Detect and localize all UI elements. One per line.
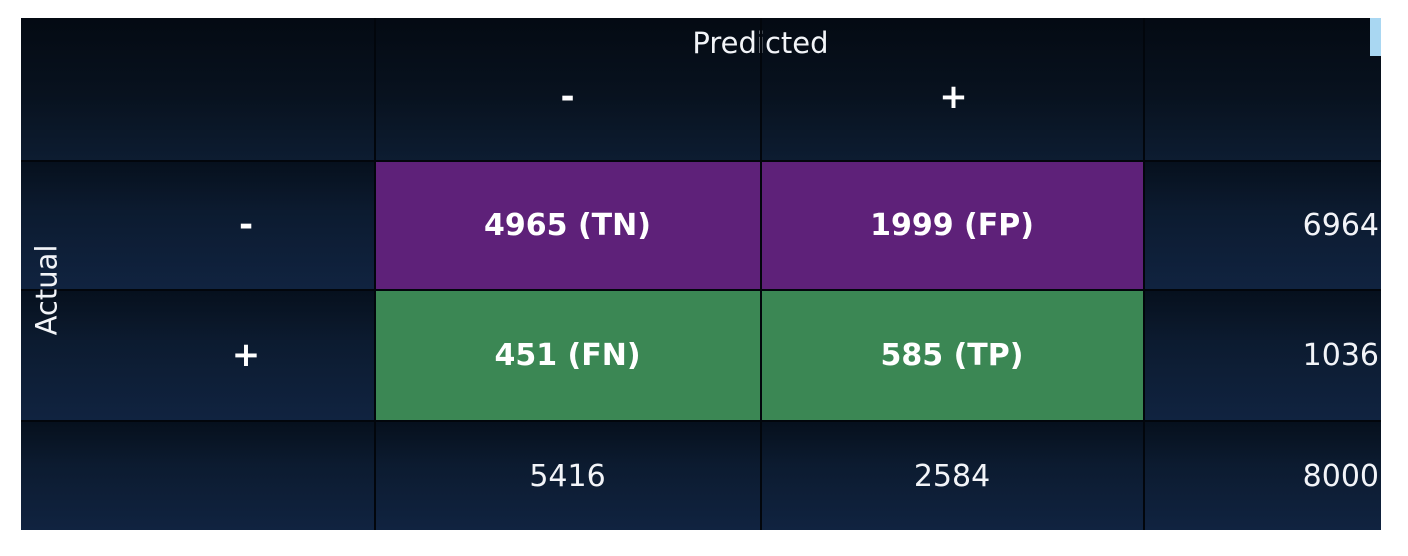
- predicted-header-neg-cell: [375, 18, 760, 160]
- false-positive-cell: 1999 (FP): [761, 161, 1143, 289]
- column-total-positive: 2584: [761, 422, 1143, 530]
- true-positive-cell: 585 (TP): [761, 290, 1143, 420]
- actual-axis-title: Actual: [21, 160, 71, 420]
- scroll-indicator[interactable]: [1370, 18, 1381, 56]
- totals-row-label-cell: [21, 422, 374, 530]
- actual-negative-header: -: [238, 205, 254, 245]
- grid-line: [1143, 18, 1145, 530]
- predicted-header-pos-cell: [761, 18, 1146, 160]
- true-negative-cell: 4965 (TN): [375, 161, 760, 289]
- grid-line: [21, 420, 1381, 422]
- row-total-negative: 6964: [1144, 161, 1381, 289]
- predicted-negative-header: -: [560, 77, 575, 117]
- confusion-matrix: Predicted - + - 4965 (TN) 1999 (FP) 6964…: [21, 18, 1381, 530]
- predicted-positive-header: +: [939, 77, 968, 117]
- actual-positive-header: +: [231, 335, 261, 375]
- grid-line: [21, 289, 1381, 291]
- actual-negative-header-cell: [21, 161, 374, 289]
- header-total-cell: [1143, 18, 1381, 160]
- corner-cell: [21, 18, 374, 160]
- false-negative-cell: 451 (FN): [375, 290, 760, 420]
- row-total-positive: 1036: [1144, 290, 1381, 420]
- grid-line: [374, 18, 376, 530]
- grid-line: [760, 18, 762, 530]
- grid-line: [21, 160, 1381, 162]
- actual-positive-header-cell: [21, 290, 374, 420]
- column-total-negative: 5416: [375, 422, 760, 530]
- grand-total: 8000: [1144, 422, 1381, 530]
- actual-axis-label: Actual: [29, 244, 64, 336]
